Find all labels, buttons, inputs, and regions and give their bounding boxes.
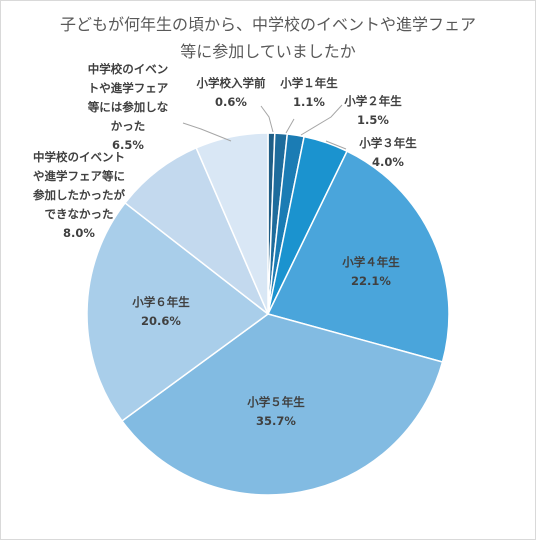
leader-line-3 xyxy=(300,104,343,136)
slice-value-6: 35.7% xyxy=(256,414,296,428)
slice-value-8: 8.0% xyxy=(63,226,95,240)
leader-line-4 xyxy=(325,140,347,150)
slice-name-9: トや進学フェア xyxy=(88,81,169,95)
pie-slice-5 xyxy=(266,150,450,363)
slice-label-3: 小学２年生 1.5% xyxy=(343,94,402,127)
slice-label-5: 小学４年生 22.1% xyxy=(341,255,400,288)
slice-value-1: 0.6% xyxy=(215,95,247,109)
slice-name-9: 中学校のイベン xyxy=(88,62,169,76)
slice-name-9: かった xyxy=(111,119,146,133)
pie-slice-8 xyxy=(124,146,269,315)
slice-name-9: 等には参加しな xyxy=(87,100,169,114)
slice-name-7: 小学６年生 xyxy=(131,295,190,309)
leader-line-1 xyxy=(260,105,274,133)
slice-label-9: 中学校のイベントや進学フェア等には参加しなかった 6.5% xyxy=(87,62,169,152)
chart-title: 子どもが何年生の頃から、中学校のイベントや進学フェア 等に参加していましたか xyxy=(1,11,535,65)
slice-name-1: 小学校入学前 xyxy=(196,76,266,90)
slice-name-3: 小学２年生 xyxy=(343,94,402,108)
slice-label-7: 小学６年生 20.6% xyxy=(131,295,190,328)
leader-line-2 xyxy=(285,118,295,134)
slice-name-8: 中学校のイベント xyxy=(33,150,125,164)
slice-value-3: 1.5% xyxy=(357,113,389,127)
slice-name-2: 小学１年生 xyxy=(279,76,338,90)
chart-title-line-1: 子どもが何年生の頃から、中学校のイベントや進学フェア xyxy=(59,15,476,34)
slice-name-4: 小学３年生 xyxy=(358,136,417,150)
slice-name-8: できなかった xyxy=(45,207,114,221)
pie-slice-7 xyxy=(86,201,270,423)
leader-line-9 xyxy=(182,122,232,142)
slice-value-5: 22.1% xyxy=(351,274,391,288)
slice-value-9: 6.5% xyxy=(112,138,144,152)
slice-label-6: 小学５年生 35.7% xyxy=(246,395,305,428)
slice-value-7: 20.6% xyxy=(141,314,181,328)
pie-slice-9 xyxy=(195,132,269,315)
pie-slice-6 xyxy=(120,313,444,496)
slice-value-4: 4.0% xyxy=(372,155,404,169)
slice-label-4: 小学３年生 4.0% xyxy=(358,136,417,169)
slice-name-8: 参加したかったが xyxy=(32,188,125,202)
slice-name-8: や進学フェア等に xyxy=(33,169,125,183)
chart-title-line-2: 等に参加していましたか xyxy=(180,42,356,61)
slice-label-1: 小学校入学前 0.6% xyxy=(196,76,266,109)
slice-name-6: 小学５年生 xyxy=(246,395,305,409)
slice-label-2: 小学１年生 1.1% xyxy=(279,76,338,109)
slice-value-2: 1.1% xyxy=(293,95,325,109)
slice-name-5: 小学４年生 xyxy=(341,255,400,269)
slice-label-8: 中学校のイベントや進学フェア等に参加したかったができなかった 8.0% xyxy=(32,150,125,240)
